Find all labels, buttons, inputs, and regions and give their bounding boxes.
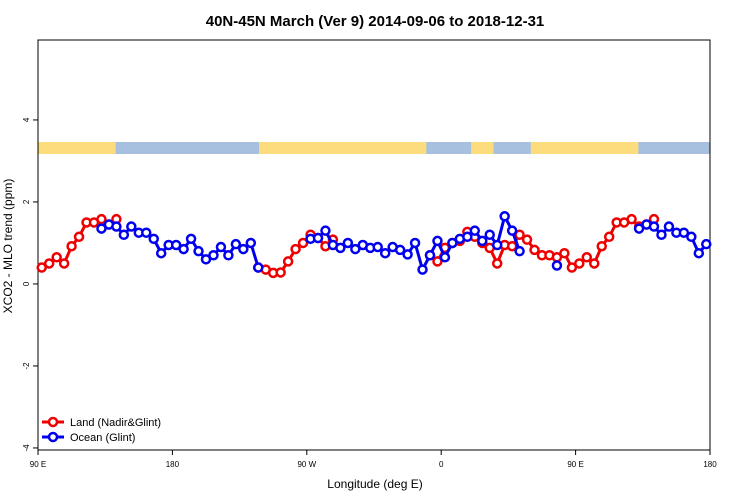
data-point bbox=[96, 223, 107, 234]
data-point bbox=[581, 252, 593, 263]
x-tick-label: 180 bbox=[703, 460, 717, 469]
land-band bbox=[259, 142, 427, 154]
data-point bbox=[521, 234, 533, 245]
data-point bbox=[491, 239, 503, 251]
data-point bbox=[477, 235, 488, 247]
x-tick-label: 180 bbox=[166, 460, 180, 469]
data-point bbox=[253, 262, 264, 273]
data-point bbox=[215, 241, 227, 253]
data-point bbox=[409, 237, 421, 249]
data-point bbox=[693, 247, 705, 259]
data-point bbox=[663, 221, 675, 232]
data-point bbox=[342, 237, 354, 249]
data-point bbox=[656, 229, 667, 240]
chart-title: 40N-45N March (Ver 9) 2014-09-06 to 2018… bbox=[206, 13, 545, 30]
data-point bbox=[155, 247, 167, 259]
data-point bbox=[432, 256, 443, 267]
y-tick-label: 4 bbox=[22, 117, 31, 122]
y-tick-label: -2 bbox=[22, 362, 31, 370]
data-point bbox=[238, 243, 249, 255]
data-point bbox=[379, 247, 391, 259]
land-band bbox=[38, 142, 116, 154]
data-point bbox=[275, 267, 286, 278]
data-point bbox=[626, 213, 637, 225]
land-band bbox=[471, 142, 494, 154]
data-point bbox=[282, 256, 294, 267]
y-tick-label: -4 bbox=[22, 444, 31, 452]
data-point bbox=[447, 237, 458, 249]
data-point bbox=[126, 221, 137, 232]
data-point bbox=[394, 244, 406, 256]
data-point bbox=[245, 237, 257, 249]
x-axis-label: Longitude (deg E) bbox=[327, 477, 422, 491]
data-point bbox=[603, 231, 615, 243]
land-band bbox=[530, 142, 639, 154]
data-point bbox=[335, 242, 346, 254]
data-point bbox=[73, 231, 85, 243]
data-point bbox=[701, 238, 712, 250]
data-point bbox=[36, 262, 47, 273]
data-point bbox=[633, 223, 645, 234]
data-point bbox=[551, 260, 563, 271]
data-point bbox=[678, 227, 690, 238]
x-tick-label: 0 bbox=[439, 460, 444, 469]
data-point bbox=[141, 227, 152, 238]
data-point bbox=[320, 225, 331, 236]
data-point bbox=[424, 250, 436, 261]
data-point bbox=[230, 238, 242, 250]
data-point bbox=[178, 243, 189, 255]
data-point bbox=[312, 232, 324, 244]
data-point bbox=[58, 258, 70, 269]
data-point bbox=[417, 264, 428, 275]
legend-marker bbox=[47, 431, 59, 443]
data-point bbox=[596, 240, 607, 252]
data-point bbox=[148, 233, 159, 245]
data-point bbox=[499, 211, 510, 222]
legend-label: Land (Nadir&Glint) bbox=[70, 417, 161, 429]
data-point bbox=[648, 221, 660, 232]
data-point bbox=[439, 252, 451, 263]
data-point bbox=[118, 229, 130, 240]
data-point bbox=[208, 250, 219, 261]
data-point bbox=[589, 258, 600, 269]
data-point bbox=[51, 252, 62, 263]
data-point bbox=[193, 245, 204, 257]
data-point bbox=[350, 243, 361, 255]
data-point bbox=[574, 258, 585, 269]
legend-marker bbox=[47, 416, 59, 428]
data-point bbox=[514, 229, 525, 240]
data-point bbox=[402, 249, 413, 260]
data-point bbox=[469, 225, 481, 236]
x-tick-label: 90 E bbox=[30, 460, 46, 469]
data-point bbox=[200, 254, 212, 265]
data-point bbox=[43, 258, 55, 269]
x-tick-label: 90 W bbox=[297, 460, 316, 469]
data-point bbox=[491, 258, 503, 269]
data-point bbox=[185, 233, 197, 245]
data-point bbox=[529, 244, 540, 256]
data-point bbox=[559, 247, 570, 259]
data-point bbox=[506, 240, 518, 252]
data-point bbox=[462, 231, 473, 243]
data-point bbox=[66, 240, 77, 252]
legend-label: Ocean (Glint) bbox=[70, 432, 135, 444]
data-point bbox=[96, 213, 107, 225]
data-point bbox=[484, 229, 495, 240]
data-point bbox=[170, 239, 182, 251]
data-point bbox=[290, 243, 301, 255]
data-point bbox=[372, 241, 383, 253]
data-point bbox=[297, 237, 309, 249]
x-tick-label: 90 E bbox=[567, 460, 583, 469]
data-point bbox=[686, 231, 697, 243]
data-point bbox=[514, 245, 525, 257]
data-point bbox=[111, 221, 122, 232]
data-point bbox=[566, 262, 578, 273]
y-tick-label: 2 bbox=[22, 199, 31, 204]
data-point bbox=[506, 225, 518, 236]
data-point bbox=[432, 235, 443, 247]
data-point bbox=[223, 250, 234, 261]
y-axis-label: XCO2 - MLO trend (ppm) bbox=[1, 179, 15, 314]
y-tick-label: 0 bbox=[22, 281, 31, 286]
